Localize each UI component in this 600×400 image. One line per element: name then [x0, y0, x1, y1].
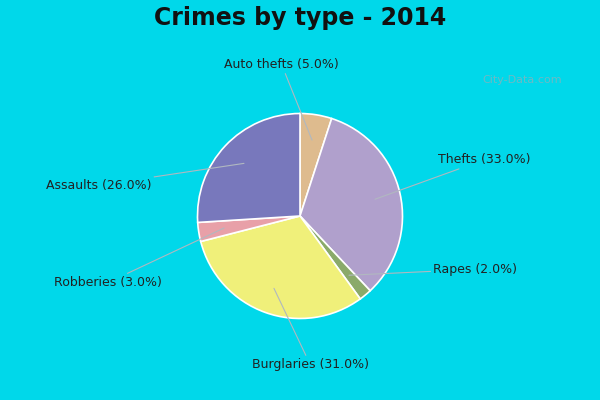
Text: Thefts (33.0%): Thefts (33.0%)	[375, 153, 531, 199]
Wedge shape	[201, 216, 360, 318]
Text: Auto thefts (5.0%): Auto thefts (5.0%)	[224, 58, 339, 140]
Text: Robberies (3.0%): Robberies (3.0%)	[54, 228, 224, 289]
Wedge shape	[300, 216, 370, 299]
Text: City-Data.com: City-Data.com	[482, 75, 562, 85]
Text: Assaults (26.0%): Assaults (26.0%)	[46, 163, 244, 192]
Text: Crimes by type - 2014: Crimes by type - 2014	[154, 6, 446, 30]
Wedge shape	[300, 114, 332, 216]
Text: Rapes (2.0%): Rapes (2.0%)	[349, 263, 517, 276]
Wedge shape	[198, 216, 300, 242]
Wedge shape	[300, 118, 403, 291]
Wedge shape	[197, 114, 300, 222]
Text: Burglaries (31.0%): Burglaries (31.0%)	[252, 288, 369, 371]
